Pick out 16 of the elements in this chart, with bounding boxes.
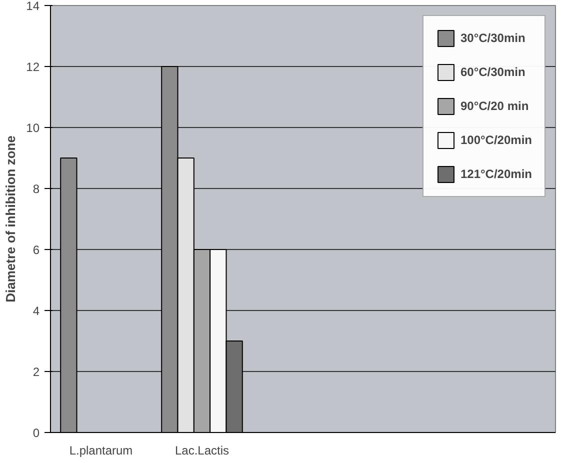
y-tick-label: 14 [26,0,40,13]
y-tick-label: 10 [26,121,40,135]
x-tick-label: Lac.Lactis [174,444,230,458]
y-tick-label: 0 [32,426,40,440]
y-tick-label: 4 [32,304,40,318]
y-tick-label: 6 [32,243,40,257]
y-tick-label: 8 [32,182,40,196]
x-tick-label: L.plantarum [69,444,133,458]
legend-label: 90°C/20 min [460,99,529,113]
y-axis-title: Diametre of inhibition zone [3,136,18,302]
legend-label: 100°C/20min [460,133,532,147]
y-tick-label: 2 [32,365,40,379]
y-tick-label: 12 [26,60,40,74]
legend-label: 30°C/30min [460,31,526,45]
legend-label: 60°C/30min [460,65,526,79]
legend-label: 121°C/20min [460,167,532,181]
